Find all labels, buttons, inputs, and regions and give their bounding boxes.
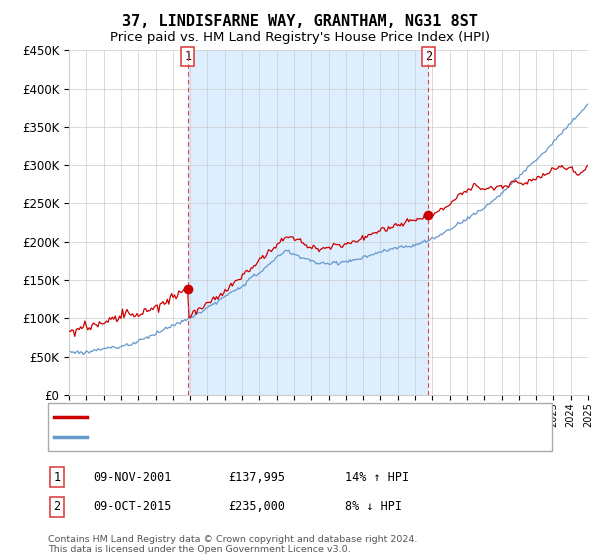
- Text: £137,995: £137,995: [228, 470, 285, 484]
- Text: 8% ↓ HPI: 8% ↓ HPI: [345, 500, 402, 514]
- Text: 37, LINDISFARNE WAY, GRANTHAM, NG31 8ST: 37, LINDISFARNE WAY, GRANTHAM, NG31 8ST: [122, 14, 478, 29]
- Text: HPI: Average price, detached house, South Kesteven: HPI: Average price, detached house, Sout…: [93, 431, 449, 444]
- Text: 1: 1: [53, 470, 61, 484]
- Bar: [188, 50, 428, 395]
- Text: 09-NOV-2001: 09-NOV-2001: [93, 470, 172, 484]
- Text: 14% ↑ HPI: 14% ↑ HPI: [345, 470, 409, 484]
- Text: Price paid vs. HM Land Registry's House Price Index (HPI): Price paid vs. HM Land Registry's House …: [110, 31, 490, 44]
- Text: 2: 2: [425, 50, 432, 63]
- Text: £235,000: £235,000: [228, 500, 285, 514]
- Text: 1: 1: [184, 50, 191, 63]
- Text: 37, LINDISFARNE WAY, GRANTHAM, NG31 8ST (detached house): 37, LINDISFARNE WAY, GRANTHAM, NG31 8ST …: [93, 410, 492, 423]
- Text: 09-OCT-2015: 09-OCT-2015: [93, 500, 172, 514]
- Text: Contains HM Land Registry data © Crown copyright and database right 2024.
This d: Contains HM Land Registry data © Crown c…: [48, 535, 418, 554]
- Text: 2: 2: [53, 500, 61, 514]
